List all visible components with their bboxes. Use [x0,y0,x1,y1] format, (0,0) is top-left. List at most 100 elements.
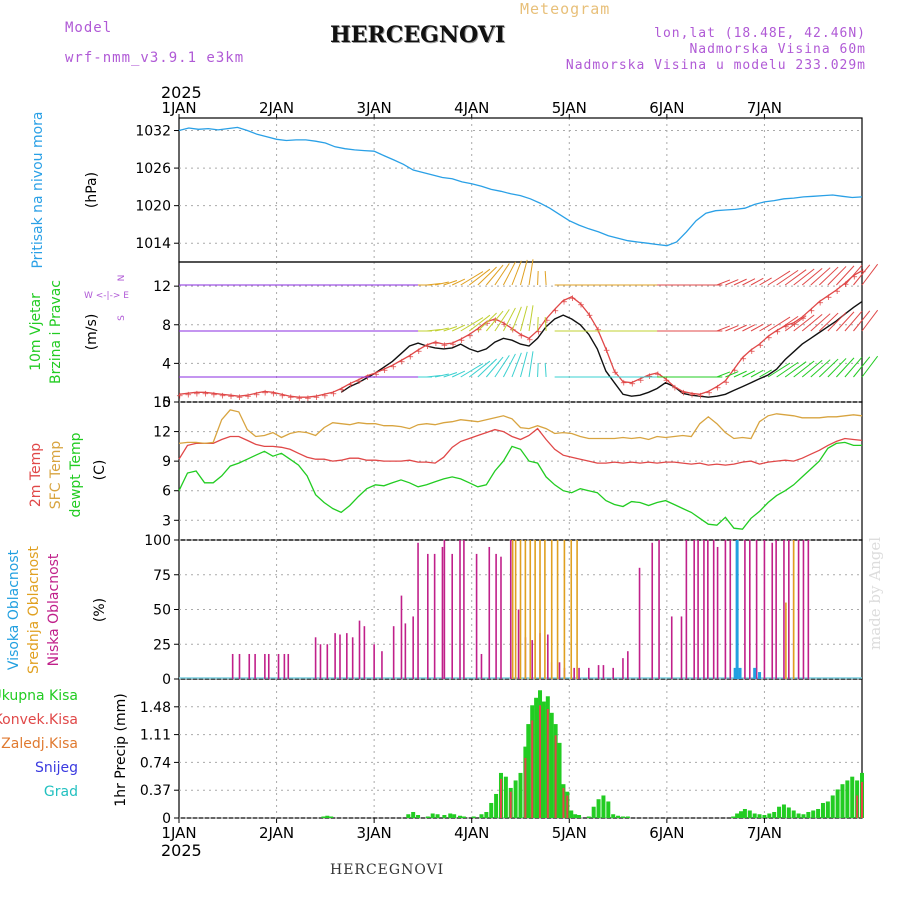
wind-speed-marker: + [244,392,252,402]
precip-total-bar [549,712,554,818]
wind-speed-marker: + [825,293,833,303]
cloud-low-bar [588,667,590,679]
precip-total-bar [791,810,796,818]
wind-direction-arrow [767,362,791,378]
wind-axis-title: 10m Vjetar [28,293,44,371]
wind-direction-arrow [793,268,815,286]
wind-direction-arrow [861,309,879,332]
wind-direction-arrow [818,358,839,378]
grad-title: Grad [44,784,78,800]
cloud-low-bar [573,667,575,679]
precip-total-bar [601,795,606,818]
snow-title: Snijeg [35,760,78,776]
wind-direction-arrow [793,314,815,332]
wind-direction-arrow [485,264,504,286]
cloud-low-bar [351,637,354,679]
wind-speed-marker: + [236,393,244,403]
cloud-low-bar [433,553,436,679]
wind-speed-marker: + [466,331,474,341]
wind-speed-marker: + [398,357,406,367]
wind-speed-marker: + [748,347,756,357]
precip-total-bar [845,780,850,818]
cloud-low-bar [427,553,429,679]
cloud-low-bar [517,609,520,679]
wind-direction-arrow [511,352,522,378]
day-label-bottom: 1JAN [161,824,196,842]
wind-speed-marker: + [347,381,355,391]
y-tick-label: 1020 [135,199,171,215]
precip-total-bar [526,724,531,818]
wind-gust-line [340,301,863,398]
cloud-low-bar [381,651,383,679]
wind-speed-marker: + [407,353,415,363]
wind-direction-arrow [836,265,855,286]
wind-speed-marker: + [680,388,688,398]
precip-total-bar [825,801,830,818]
precip-total-bar [830,795,835,818]
cloud-low-bar [724,540,727,679]
cloud-low-bar [480,653,483,679]
wind-direction-arrow [810,267,831,286]
wind-direction-arrow [861,355,879,378]
cloud-low-bar [658,540,660,679]
precip-total-bar [625,816,630,818]
precip-total-bar [430,813,435,818]
precip-total-bar [735,813,740,818]
precip-total-bar [591,806,596,818]
y-tick-label: 12 [153,425,171,441]
precip-total-bar [452,814,457,818]
wind-speed-marker: + [637,376,645,386]
wind-direction-arrow [818,266,839,286]
wind-speed-marker: + [782,323,790,333]
cloud-low-bar [500,556,502,679]
wind-direction-arrow [537,316,539,332]
cloud-low-bar [558,662,561,679]
precip-conv-bar [546,709,549,818]
y-tick-label: 9 [162,454,171,470]
wind-direction-arrow [544,270,547,286]
wind-direction-arrow [520,351,528,378]
cloud-low-bar [755,540,758,679]
cloud-low-bar [763,540,766,679]
cloud-low-bar [267,653,270,679]
cloud-low-bar [475,553,478,679]
cloud-mid-bar [576,540,578,679]
wind-direction-arrow [767,316,791,332]
precip-total-bar [573,814,578,818]
wind-direction-arrow [742,370,756,378]
wind-speed-marker: + [176,391,184,401]
wind-direction-arrow [443,326,458,332]
cloud-low-bar [531,640,534,679]
model-label: Model [65,20,113,36]
cloud-low-bar [638,567,641,679]
day-label-bottom: 4JAN [454,824,489,842]
wind-speed-marker: + [560,298,568,308]
precip-total-bar [742,808,747,818]
wind-direction-arrow [528,351,534,378]
precip-total-title: Ukupna Kisa [0,688,78,704]
wind-speed-marker: + [492,316,500,326]
precip-total-bar [786,807,791,818]
precip-total-bar [503,776,508,818]
wind-direction-arrow [537,362,539,378]
wind-speed-marker: + [850,273,858,283]
wind-direction-arrow [468,314,491,332]
wind-speed-marker: + [355,377,363,387]
wind-direction-arrow [502,261,516,286]
cloud-low-bar [400,595,403,679]
wind-direction-arrow [426,374,441,378]
temp-2m-title: 2m Temp [28,443,44,507]
cloud-mid-bar [550,540,553,679]
wind-speed-marker: + [432,339,440,349]
precip-conv-bar [539,705,542,818]
cloud-low-bar [495,553,497,679]
temp-unit-label: (C) [92,460,108,481]
cloud-mid-bar [785,602,787,679]
y-tick-label: 0 [162,395,171,411]
pressure-line [178,126,863,247]
precip-unit-label: 1hr Precip (mm) [113,693,129,806]
cloud-mid-bar [563,540,566,679]
cloud-low-bar [622,658,624,679]
cloud-mid-bar [529,540,532,679]
wind-speed-marker: + [500,320,508,330]
